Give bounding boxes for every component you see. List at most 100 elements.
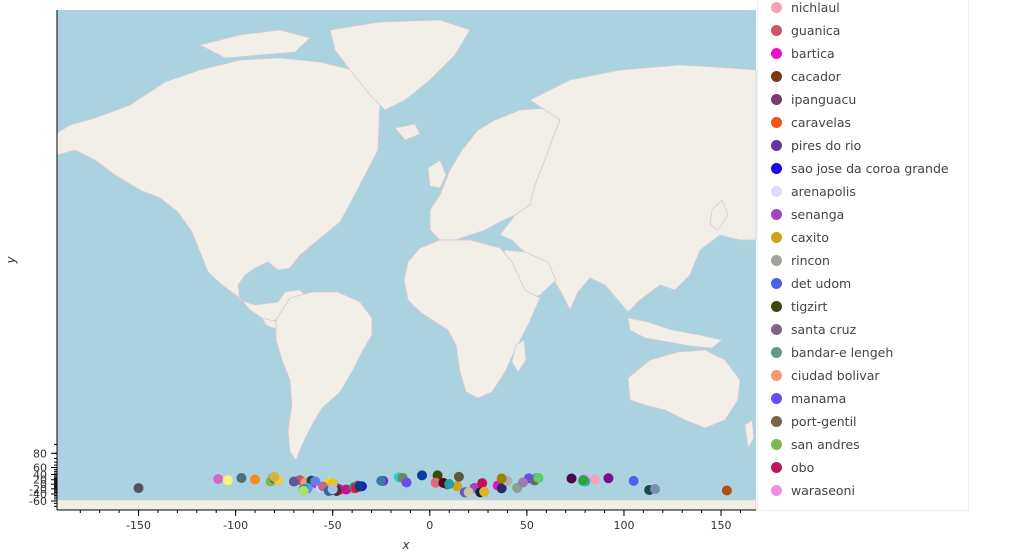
x-tick-label: 150 (711, 519, 732, 532)
scatter-point[interactable] (133, 483, 144, 494)
legend-item[interactable]: waraseoni (771, 480, 855, 500)
scatter-point[interactable] (589, 474, 600, 485)
scatter-point[interactable] (453, 471, 464, 482)
scatter-point[interactable] (518, 477, 528, 488)
legend-item[interactable]: senanga (771, 204, 844, 224)
new-zealand (744, 419, 755, 450)
y-axis-label: y (4, 256, 18, 265)
greenland (329, 19, 471, 111)
scatter-point[interactable] (566, 473, 577, 484)
asia (499, 64, 757, 313)
legend-label: santa cruz (791, 321, 857, 337)
legend-item[interactable]: arenapolis (771, 181, 856, 201)
scatter-point[interactable] (533, 473, 544, 484)
legend-swatch (771, 392, 782, 404)
iceland (394, 123, 421, 141)
scatter-point[interactable] (603, 473, 614, 484)
scatter-point[interactable] (430, 477, 441, 488)
scatter-point[interactable] (376, 475, 387, 486)
legend-item[interactable]: tigzirt (771, 296, 827, 316)
legend-swatch (771, 277, 782, 289)
legend-swatch (771, 162, 782, 174)
legend-swatch (771, 139, 782, 151)
legend-item[interactable]: guanica (771, 20, 840, 40)
scatter-point[interactable] (310, 476, 321, 487)
legend-label: cacador (791, 68, 841, 84)
legend-item[interactable]: cacador (771, 66, 841, 86)
scatter-point[interactable] (463, 487, 474, 498)
legend-swatch (771, 346, 782, 358)
legend-label: bandar-e lengeh (791, 344, 894, 360)
legend-item[interactable]: santa cruz (771, 319, 856, 339)
legend-swatch (771, 208, 782, 220)
scatter-point[interactable] (477, 478, 488, 489)
legend-item[interactable]: obo (771, 457, 814, 477)
scatter-point[interactable] (250, 474, 261, 485)
scatter-point[interactable] (354, 481, 365, 492)
legend-swatch (771, 93, 782, 105)
x-tick-label: 0 (426, 519, 433, 532)
scatter-point[interactable] (479, 486, 490, 497)
legend-label: caravelas (791, 114, 852, 130)
legend-label: det udom (791, 275, 852, 291)
scatter-point[interactable] (222, 475, 233, 486)
legend-item[interactable]: rincon (771, 250, 830, 270)
legend-item[interactable]: det udom (771, 273, 851, 293)
legend-item[interactable]: caxito (771, 227, 829, 247)
scatter-point[interactable] (298, 485, 309, 496)
scatter-point[interactable] (327, 484, 338, 495)
legend-item[interactable]: port-gentil (771, 411, 857, 431)
scatter-point[interactable] (721, 485, 732, 496)
scatter-point[interactable] (288, 476, 299, 487)
axes: -150 -100 -50 0 50 100 150 -60-40-20020406080 … (4, 10, 756, 552)
legend-swatch (771, 231, 782, 243)
scatter-point[interactable] (628, 475, 639, 486)
legend-item[interactable]: pires do rio (771, 135, 861, 155)
y-tick-label: -60 (29, 495, 47, 508)
scatter-point[interactable] (236, 473, 247, 484)
scatter-point[interactable] (444, 479, 455, 490)
legend-label: san andres (791, 436, 860, 452)
x-tick-label: 100 (613, 519, 634, 532)
scatter-point[interactable] (269, 472, 280, 483)
legend-item[interactable]: san andres (771, 434, 860, 454)
scatter-point[interactable] (341, 484, 352, 495)
legend-item[interactable]: ipanguacu (771, 89, 856, 109)
antarctica (56, 499, 757, 511)
legend-label: bartica (791, 45, 835, 61)
legend-label: arenapolis (791, 183, 856, 199)
legend-label: ciudad bolivar (791, 367, 880, 383)
scatter-point[interactable] (401, 477, 412, 488)
y-tick-label: 0 (40, 478, 47, 491)
scatter-point[interactable] (650, 484, 661, 495)
legend-swatch (771, 254, 782, 266)
legend-label: tigzirt (791, 298, 828, 314)
scatter-point[interactable] (451, 481, 462, 492)
arctic-islands (198, 29, 311, 59)
legend-label: pires do rio (791, 137, 862, 153)
legend-item[interactable]: ciudad bolivar (771, 365, 880, 385)
legend-item[interactable]: nichlaul (771, 0, 840, 17)
scatter-point[interactable] (496, 483, 507, 494)
africa (403, 239, 541, 399)
scatter-point[interactable] (417, 470, 428, 481)
legend-label: caxito (791, 229, 829, 245)
legend-item[interactable]: sao jose da coroa grande (771, 158, 949, 178)
legend-item[interactable]: bartica (771, 43, 835, 63)
scatter-point[interactable] (213, 474, 224, 485)
legend-label: obo (791, 459, 815, 475)
scatter-point[interactable] (496, 473, 507, 484)
legend-item[interactable]: caravelas (771, 112, 851, 132)
australia (627, 349, 741, 429)
legend-swatch (771, 369, 782, 381)
legend-swatch (771, 70, 782, 82)
legend-label: manama (791, 390, 847, 406)
legend-label: port-gentil (791, 413, 857, 429)
y-tick-label: 40 (33, 469, 47, 482)
legend-label: senanga (791, 206, 845, 222)
legend-item[interactable]: bandar-e lengeh (771, 342, 893, 362)
legend-label: rincon (791, 252, 830, 268)
legend-item[interactable]: manama (771, 388, 846, 408)
scatter-point[interactable] (578, 475, 589, 486)
